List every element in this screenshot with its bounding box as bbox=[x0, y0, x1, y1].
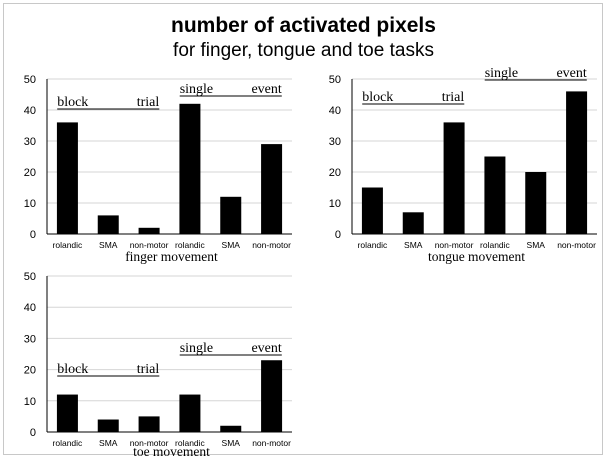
x-tick-label: non-motor bbox=[252, 438, 291, 448]
bar bbox=[261, 144, 283, 234]
x-tick-label: non-motor bbox=[435, 240, 474, 250]
group-label-start: block bbox=[57, 362, 88, 377]
group-label-start: block bbox=[362, 90, 393, 105]
group-label-end: trial bbox=[442, 90, 465, 105]
figure-subtitle: for finger, tongue and toe tasks bbox=[173, 40, 434, 61]
group-label-end: event bbox=[251, 82, 281, 97]
x-tick-label: SMA bbox=[527, 240, 546, 250]
x-tick-label: SMA bbox=[222, 438, 241, 448]
group-label-end: trial bbox=[137, 95, 160, 110]
x-axis-label: toe movement bbox=[133, 444, 210, 458]
y-tick-label: 30 bbox=[24, 333, 36, 345]
x-tick-label: rolandic bbox=[175, 240, 206, 250]
x-tick-label: non-motor bbox=[557, 240, 596, 250]
y-tick-label: 50 bbox=[329, 74, 341, 86]
x-tick-label: non-motor bbox=[130, 240, 169, 250]
bar bbox=[220, 196, 242, 234]
y-tick-label: 40 bbox=[24, 302, 36, 314]
x-tick-label: SMA bbox=[99, 240, 118, 250]
bar bbox=[56, 122, 78, 234]
group-label-start: single bbox=[180, 82, 213, 97]
y-tick-label: 10 bbox=[24, 396, 36, 408]
x-tick-label: rolandic bbox=[175, 438, 206, 448]
bar bbox=[402, 212, 424, 234]
chart-3: 0 10 20 30 40 50 rolandic SMA non-motor rolandic S… bbox=[24, 271, 292, 458]
bar bbox=[179, 394, 201, 432]
y-tick-label: 20 bbox=[24, 167, 36, 179]
bar bbox=[484, 156, 506, 234]
x-tick-label: rolandic bbox=[480, 240, 511, 250]
y-tick-label: 50 bbox=[24, 271, 36, 283]
bar bbox=[443, 122, 465, 234]
bar bbox=[220, 425, 242, 432]
y-tick-label: 40 bbox=[329, 105, 341, 117]
bar bbox=[566, 91, 588, 235]
group-label-end: event bbox=[251, 341, 281, 356]
y-tick-label: 50 bbox=[24, 74, 36, 86]
chart-2: 0 10 20 30 40 50 rolandic SMA non-motor rolandic S… bbox=[329, 66, 597, 264]
group-label-start: single bbox=[485, 66, 518, 81]
group-label-start: single bbox=[180, 341, 213, 356]
x-tick-label: non-motor bbox=[252, 240, 291, 250]
y-tick-label: 20 bbox=[329, 167, 341, 179]
figure-frame bbox=[3, 3, 603, 455]
y-tick-label: 0 bbox=[335, 229, 341, 241]
group-label-start: block bbox=[57, 95, 88, 110]
x-tick-label: SMA bbox=[222, 240, 241, 250]
bar bbox=[179, 103, 201, 234]
bar bbox=[56, 394, 78, 432]
figure-title: number of activated pixels bbox=[171, 14, 436, 37]
y-tick-label: 30 bbox=[329, 136, 341, 148]
y-tick-label: 40 bbox=[24, 105, 36, 117]
bar bbox=[361, 187, 383, 234]
y-tick-label: 10 bbox=[24, 198, 36, 210]
y-tick-label: 0 bbox=[30, 427, 36, 439]
bar bbox=[97, 215, 119, 234]
x-axis-label: finger movement bbox=[125, 249, 218, 264]
bar bbox=[525, 172, 547, 234]
y-tick-label: 0 bbox=[30, 229, 36, 241]
x-tick-label: SMA bbox=[99, 438, 118, 448]
bar bbox=[261, 360, 283, 432]
chart-1: 0 10 20 30 40 50 rolandic SMA non-motor rolandic S… bbox=[24, 74, 292, 264]
x-axis-label: tongue movement bbox=[428, 249, 525, 264]
x-tick-label: rolandic bbox=[53, 240, 84, 250]
x-tick-label: SMA bbox=[404, 240, 423, 250]
y-tick-label: 20 bbox=[24, 365, 36, 377]
group-label-end: event bbox=[556, 66, 586, 81]
x-tick-label: rolandic bbox=[358, 240, 389, 250]
y-tick-label: 10 bbox=[329, 198, 341, 210]
x-tick-label: rolandic bbox=[53, 438, 84, 448]
x-tick-label: non-motor bbox=[130, 438, 169, 448]
y-tick-label: 30 bbox=[24, 136, 36, 148]
bar bbox=[97, 419, 119, 432]
group-label-end: trial bbox=[137, 362, 160, 377]
bar bbox=[138, 416, 160, 432]
bar bbox=[138, 227, 160, 234]
